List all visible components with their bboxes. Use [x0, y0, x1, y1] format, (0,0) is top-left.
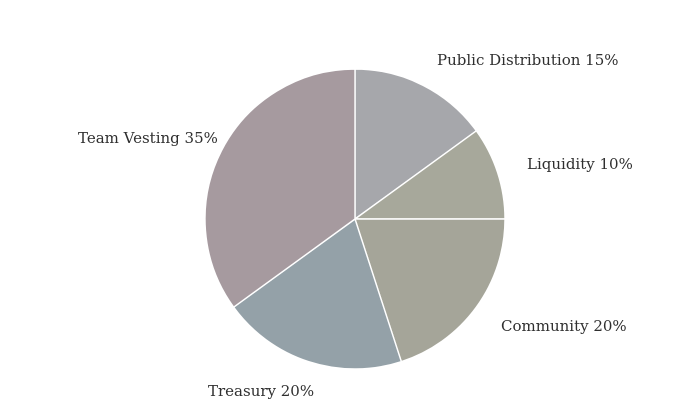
pie-label-treasury: Treasury 20%: [208, 382, 314, 400]
pie-label-public-distribution: Public Distribution 15%: [437, 51, 619, 69]
pie-slice-treasury: [232, 217, 403, 370]
pie-label-team-vesting: Team Vesting 35%: [78, 129, 218, 147]
pie-slice-liquidity: [352, 129, 506, 220]
pie-slice-community: [354, 218, 506, 363]
pie-label-community: Community 20%: [501, 317, 627, 335]
pie-label-liquidity: Liquidity 10%: [527, 155, 633, 173]
pie-slice-team-vesting: [204, 68, 356, 309]
pie-slices: [204, 68, 506, 370]
pie-slice-public-distribution: [354, 68, 478, 221]
pie-labels: Public Distribution 15% Liquidity 10% Comm…: [78, 51, 633, 400]
